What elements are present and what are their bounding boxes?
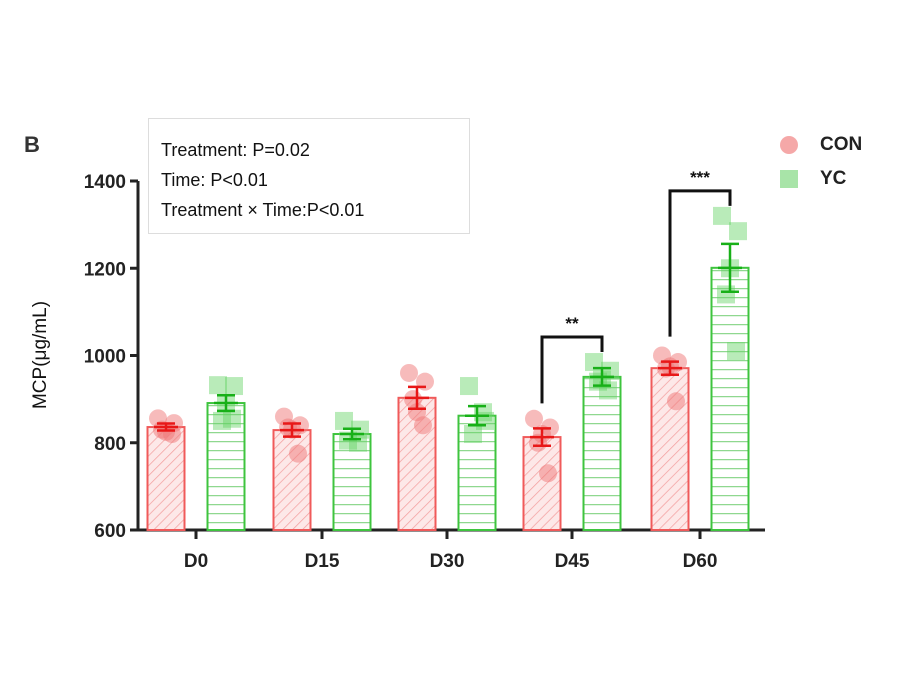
data-point bbox=[667, 392, 685, 411]
legend-item-con: CON bbox=[780, 128, 862, 162]
data-point bbox=[400, 363, 418, 382]
data-point bbox=[525, 409, 543, 428]
data-point bbox=[289, 444, 307, 463]
circle-marker-icon bbox=[780, 136, 798, 154]
stats-annotation-box: Treatment: P=0.02 Time: P<0.01 Treatment… bbox=[148, 118, 470, 234]
bar-yc-D30 bbox=[457, 414, 497, 532]
y-axis-label: MCP(μg/mL) bbox=[30, 301, 51, 409]
bar-yc-D45 bbox=[582, 375, 622, 531]
x-tick-label: D45 bbox=[555, 551, 590, 572]
legend: CON YC bbox=[780, 128, 862, 196]
x-tick-label: D30 bbox=[430, 551, 465, 572]
data-point bbox=[713, 206, 731, 225]
significance-label: ** bbox=[565, 314, 579, 333]
bar-con-D60 bbox=[650, 367, 690, 531]
significance-label: *** bbox=[690, 168, 710, 187]
data-point bbox=[209, 376, 227, 395]
bar-con-D45 bbox=[522, 436, 562, 531]
y-tick-label: 1000 bbox=[84, 347, 126, 368]
bar-yc-D60 bbox=[710, 266, 750, 531]
x-tick-label: D15 bbox=[305, 551, 340, 572]
y-tick-label: 1200 bbox=[84, 259, 126, 280]
x-tick-label: D60 bbox=[683, 551, 718, 572]
legend-item-yc: YC bbox=[780, 162, 862, 196]
data-point bbox=[223, 409, 241, 428]
x-tick-label: D0 bbox=[184, 551, 208, 572]
data-point bbox=[601, 361, 619, 380]
data-point bbox=[727, 342, 745, 361]
stats-interaction: Treatment × Time:P<0.01 bbox=[161, 200, 365, 220]
y-tick-label: 800 bbox=[94, 434, 126, 455]
y-tick-label: 1400 bbox=[84, 172, 126, 193]
y-tick-label: 600 bbox=[94, 521, 126, 542]
data-point bbox=[213, 411, 231, 430]
bar-yc-D0 bbox=[206, 402, 246, 531]
data-point bbox=[585, 353, 603, 372]
data-point bbox=[539, 464, 557, 483]
square-marker-icon bbox=[780, 170, 798, 188]
panel-label: B bbox=[24, 132, 40, 157]
data-point bbox=[460, 377, 478, 396]
data-point bbox=[717, 285, 735, 304]
data-point bbox=[464, 425, 482, 444]
legend-label-yc: YC bbox=[820, 168, 847, 189]
legend-label-con: CON bbox=[820, 134, 863, 155]
significance-bracket bbox=[668, 189, 732, 337]
data-point bbox=[729, 222, 747, 241]
bar-yc-D15 bbox=[332, 433, 372, 531]
data-point bbox=[225, 377, 243, 396]
stats-time: Time: P<0.01 bbox=[161, 170, 268, 190]
data-point bbox=[335, 411, 353, 430]
bar-con-D0 bbox=[146, 426, 186, 532]
bar-con-D15 bbox=[272, 429, 312, 532]
stats-treatment: Treatment: P=0.02 bbox=[161, 140, 310, 160]
significance-bracket bbox=[540, 335, 604, 404]
